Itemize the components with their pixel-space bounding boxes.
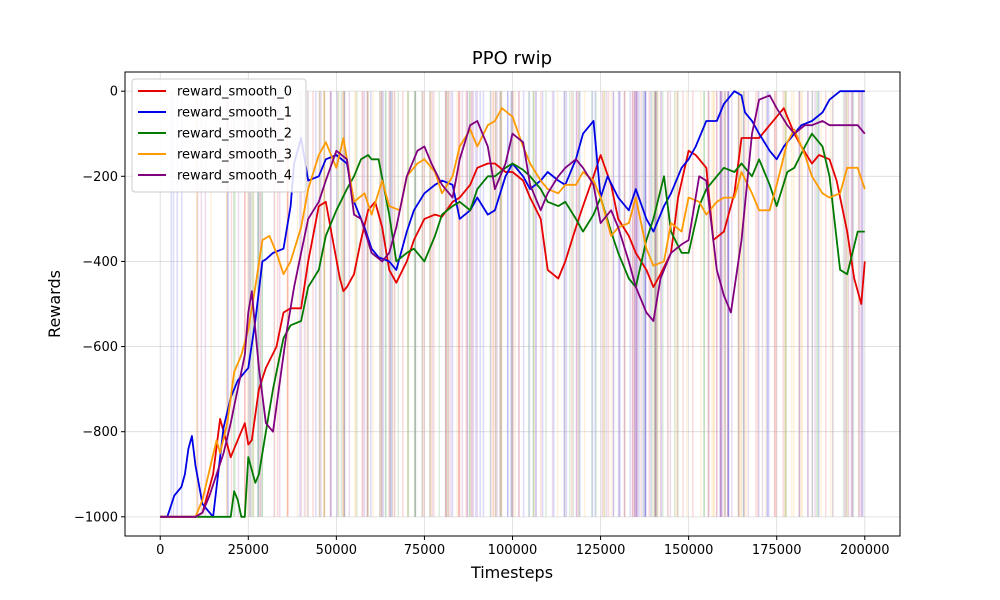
y-tick-label: −1000 [74, 510, 118, 525]
legend-label: reward_smooth_3 [177, 148, 292, 163]
legend-label: reward_smooth_2 [177, 127, 292, 142]
x-tick-label: 150000 [664, 543, 714, 558]
x-tick-label: 25000 [228, 543, 269, 558]
y-tick-label: −200 [82, 170, 118, 185]
series-lines [160, 90, 866, 518]
x-tick-label: 75000 [404, 543, 445, 558]
legend-label: reward_smooth_0 [177, 85, 292, 100]
series-line-reward_smooth_2 [160, 132, 865, 518]
legend: reward_smooth_0 reward_smooth_1 reward_smo… [131, 78, 307, 193]
chart-title: PPO rwip [472, 48, 552, 69]
series-line-reward_smooth_1 [160, 90, 865, 518]
y-tick-label: −600 [82, 340, 118, 355]
series-line-reward_smooth_4 [160, 94, 866, 518]
x-tick-label: 125000 [576, 543, 626, 558]
x-axis-title: Timesteps [470, 563, 553, 582]
x-tick-label: 100000 [488, 543, 538, 558]
y-tick-label: −800 [82, 425, 118, 440]
axis-ticks: 0 25000 50000 75000 100000 125000 150000 175000… [74, 85, 890, 558]
legend-box [131, 78, 307, 193]
legend-label: reward_smooth_4 [177, 169, 292, 184]
legend-label: reward_smooth_1 [177, 106, 292, 121]
y-tick-label: −400 [82, 255, 118, 270]
x-tick-label: 0 [156, 543, 164, 558]
y-tick-label: 0 [110, 85, 118, 100]
x-tick-label: 175000 [752, 543, 802, 558]
y-axis-title: Rewards [45, 270, 64, 338]
x-tick-label: 50000 [316, 543, 357, 558]
x-tick-label: 200000 [840, 543, 890, 558]
